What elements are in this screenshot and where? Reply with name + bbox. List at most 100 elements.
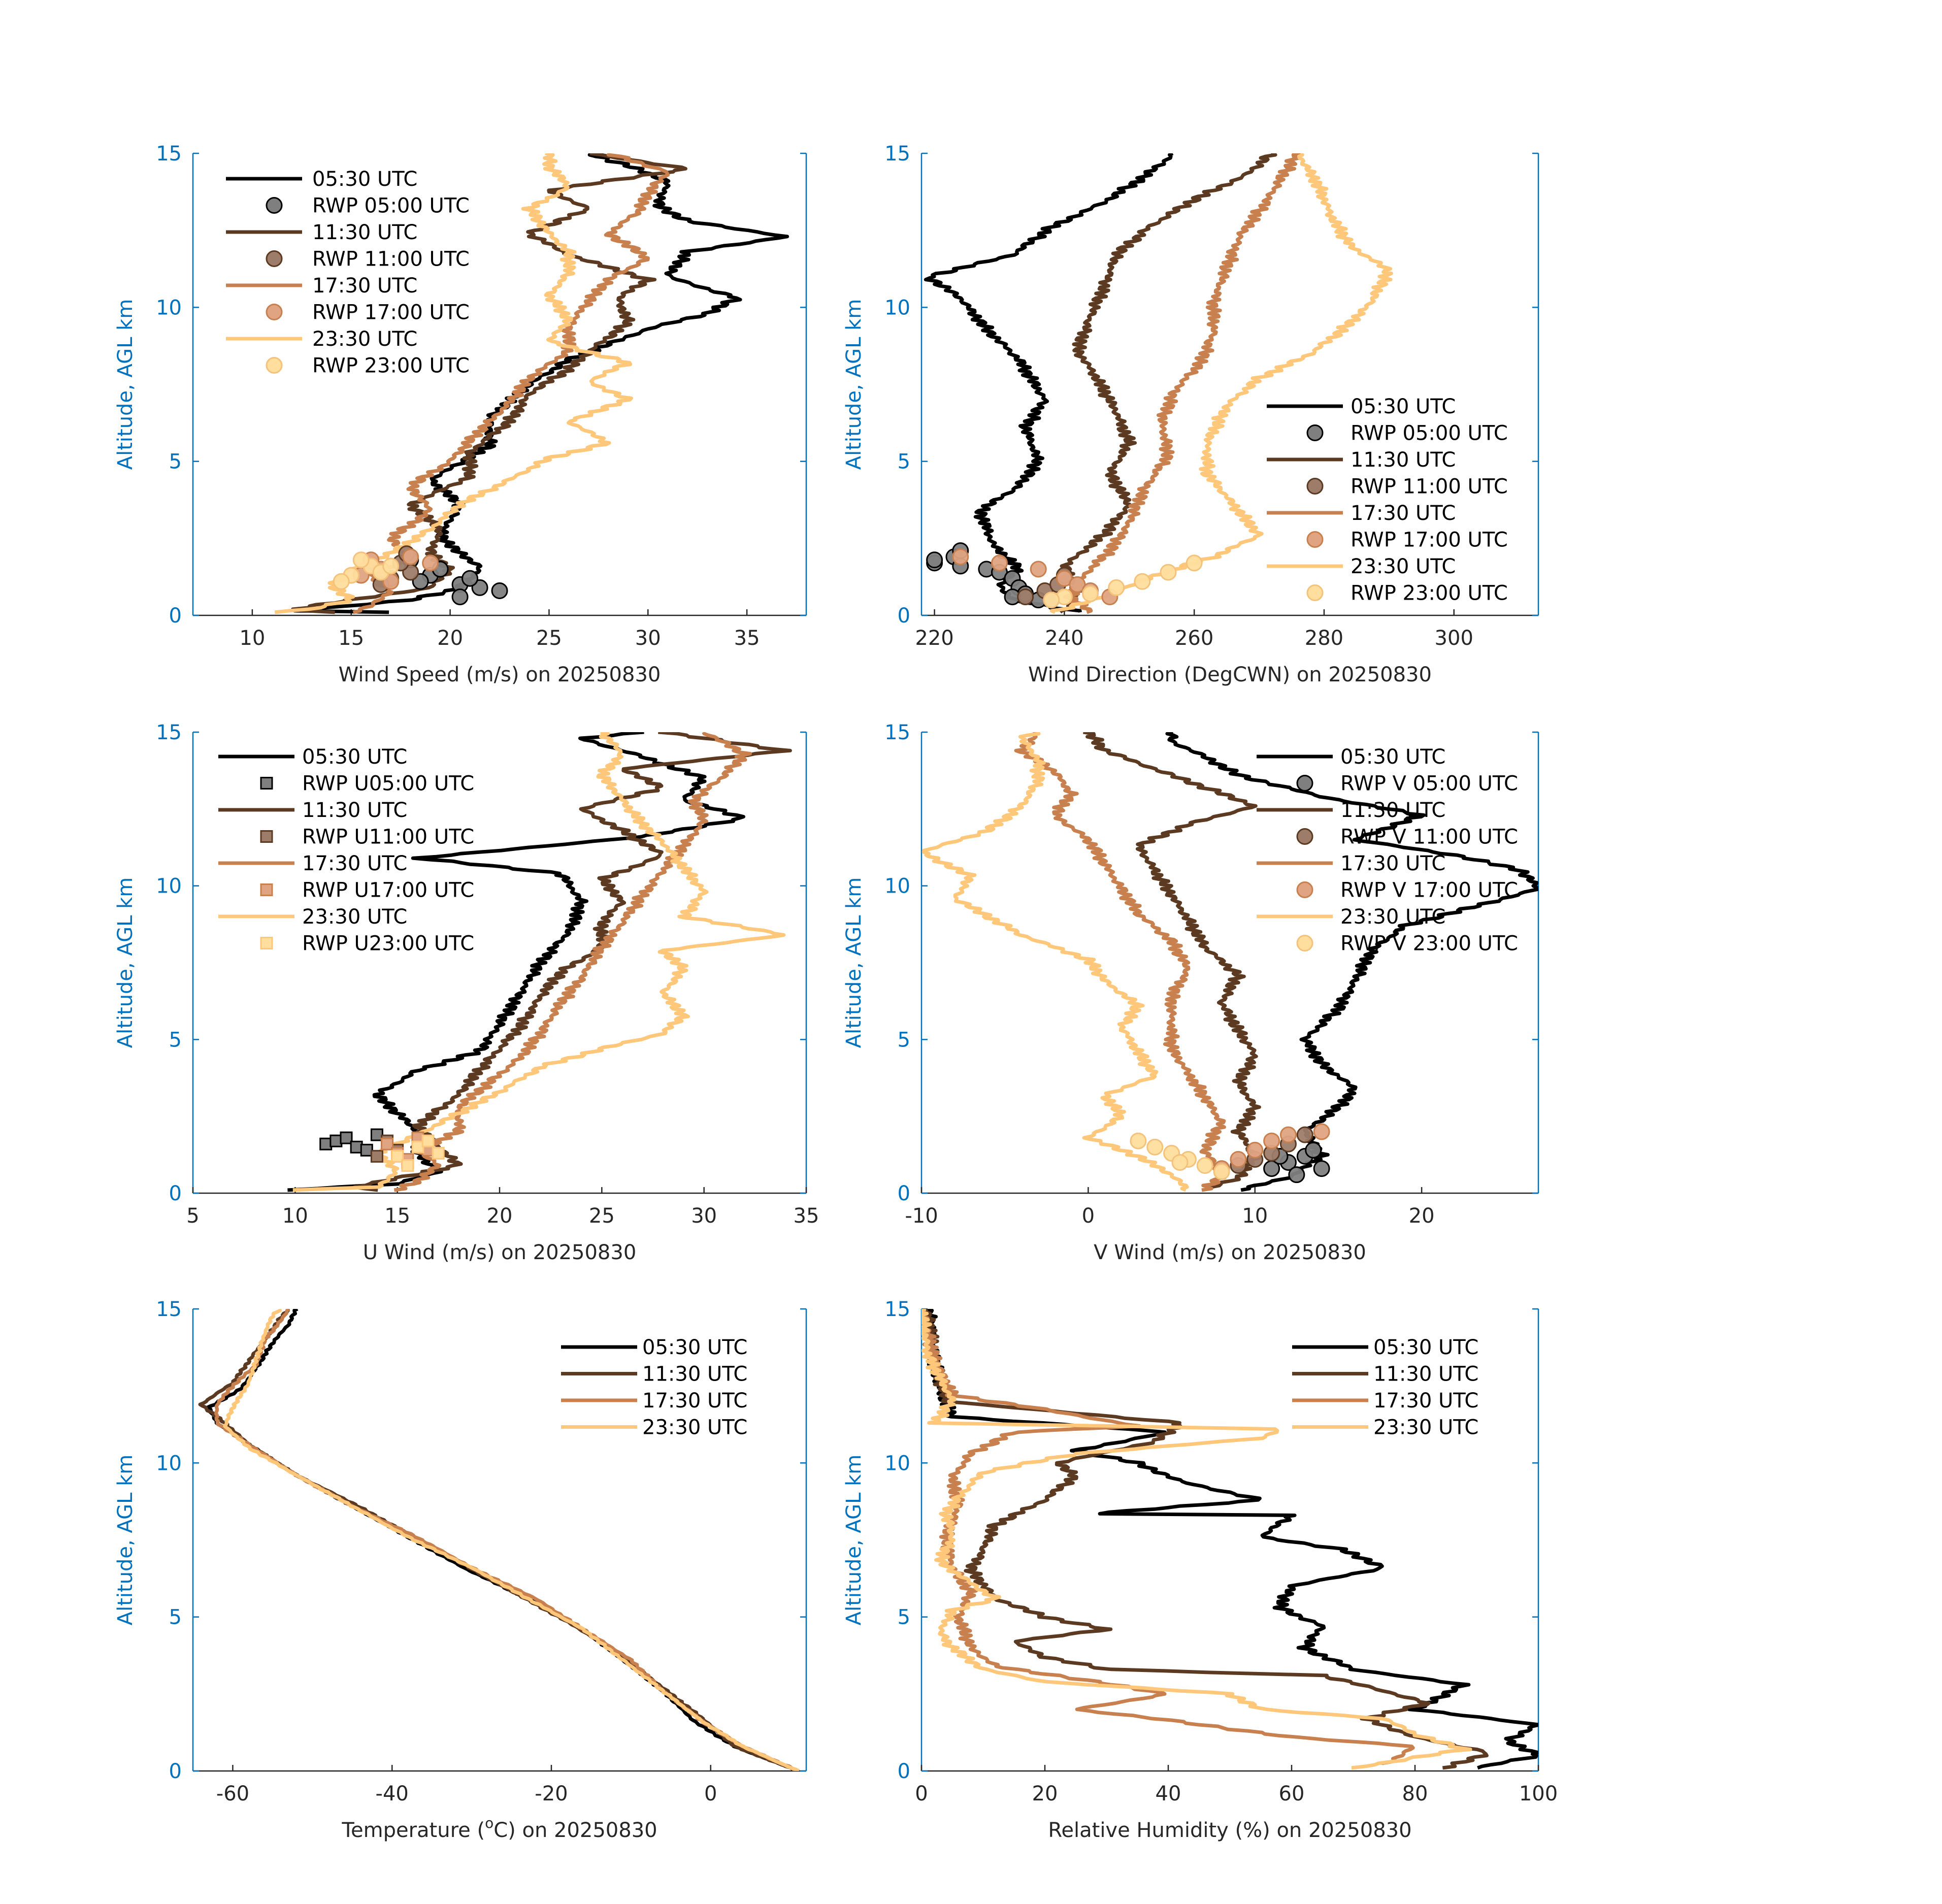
legend-label: 23:30 UTC: [1340, 905, 1445, 929]
x-axis-label: Wind Speed (m/s) on 20250830: [339, 663, 661, 686]
x-tick-label: 100: [1519, 1782, 1558, 1805]
x-tick-label: 240: [1045, 627, 1083, 650]
x-tick-label: 25: [536, 627, 562, 650]
x-axis-label: Relative Humidity (%) on 20250830: [1048, 1819, 1411, 1842]
series-line: [393, 732, 752, 1192]
legend-marker: [260, 937, 273, 949]
x-tick-label: 15: [384, 1204, 410, 1228]
legend-marker: [266, 357, 283, 374]
plot-area: [921, 732, 1538, 1192]
panel-rh: 0 20 40 60 80 100 0 5 10 15 Relative Humidity (%) …: [842, 1298, 1558, 1842]
legend-label: RWP V 23:00 UTC: [1340, 932, 1518, 956]
legend-marker: [1306, 424, 1324, 441]
x-tick-label: -10: [905, 1204, 938, 1228]
y-tick-label: 5: [898, 1028, 910, 1052]
series-line: [352, 732, 792, 1192]
x-tick-label: 35: [794, 1204, 819, 1228]
y-tick-label: 5: [898, 450, 910, 474]
y-tick-label: 15: [156, 721, 182, 744]
legend-label: 05:30 UTC: [1373, 1336, 1478, 1359]
scatter-point: [1146, 1138, 1164, 1156]
scatter-point: [333, 573, 350, 590]
series-line: [921, 732, 1189, 1192]
scatter-point: [926, 551, 943, 569]
y-tick-label: 10: [884, 875, 910, 898]
panel-speed: 10 15 20 25 30 35 0 5 10 15 Wind Speed (m/s) on 20…: [114, 142, 807, 686]
x-axis-label: Temperature (oC) on 20250830: [341, 1815, 657, 1842]
legend-marker: [1296, 828, 1313, 845]
scatter-point: [370, 1150, 383, 1163]
scatter-point: [402, 548, 419, 566]
scatter-point: [1082, 585, 1099, 603]
scatter-point: [1196, 1157, 1213, 1174]
y-tick-label: 10: [884, 1452, 910, 1475]
y-tick-label: 0: [169, 1760, 182, 1783]
panel-direction: 220 240 260 280 300 0 5 10 15 Wind Direction (Deg…: [842, 142, 1539, 686]
series-line: [223, 1309, 800, 1771]
scatter-point: [382, 557, 400, 575]
legend-label: 05:30 UTC: [1340, 745, 1445, 769]
x-tick-label: 80: [1402, 1782, 1428, 1805]
scatter-point: [1160, 564, 1177, 581]
x-tick-label: -40: [376, 1782, 409, 1805]
x-tick-label: 35: [734, 627, 760, 650]
y-tick-label: 10: [156, 1452, 182, 1475]
legend-label: 17:30 UTC: [1351, 502, 1456, 525]
scatter-point: [1017, 588, 1034, 606]
series-line: [1049, 153, 1393, 614]
legend-label: RWP V 11:00 UTC: [1340, 826, 1518, 849]
y-tick-label: 15: [884, 142, 910, 166]
legend-label: 05:30 UTC: [1351, 395, 1456, 418]
y-axis-label: Altitude, AGL km: [114, 877, 137, 1048]
scatter-point: [1186, 554, 1203, 572]
y-tick-label: 0: [169, 604, 182, 628]
x-tick-label: 20: [1409, 1204, 1435, 1228]
y-axis-label: Altitude, AGL km: [114, 1455, 137, 1626]
legend-marker: [266, 250, 283, 267]
legend-label: 17:30 UTC: [1373, 1389, 1478, 1413]
legend-label: RWP U23:00 UTC: [302, 932, 474, 956]
legend-label: RWP U17:00 UTC: [302, 879, 474, 902]
series-line: [274, 153, 633, 614]
y-tick-label: 10: [156, 296, 182, 319]
scatter-point: [491, 582, 508, 599]
legend-label: 11:30 UTC: [302, 799, 407, 822]
y-axis-label: Altitude, AGL km: [842, 877, 866, 1048]
scatter-point: [1305, 1141, 1322, 1159]
legend-marker: [1296, 935, 1313, 951]
scatter-point: [1279, 1126, 1297, 1143]
y-tick-label: 15: [884, 721, 910, 744]
legend-label: 17:30 UTC: [302, 852, 407, 875]
legend-label: 05:30 UTC: [642, 1336, 747, 1359]
x-axis-label: Wind Direction (DegCWN) on 20250830: [1028, 663, 1432, 686]
legend-marker: [1296, 881, 1313, 898]
series-line: [1014, 732, 1227, 1192]
x-tick-label: 280: [1305, 627, 1343, 650]
scatter-point: [391, 1150, 404, 1163]
scatter-point: [1043, 592, 1060, 609]
series-line: [292, 732, 786, 1192]
scatter-point: [1108, 579, 1125, 596]
legend-label: 11:30 UTC: [1373, 1363, 1478, 1386]
legend-marker: [1306, 531, 1324, 548]
scatter-point: [1030, 561, 1047, 578]
x-tick-label: 30: [691, 1204, 717, 1228]
x-tick-label: 220: [915, 627, 953, 650]
scatter-point: [1296, 1126, 1313, 1143]
scatter-point: [1246, 1141, 1264, 1159]
x-tick-label: 10: [239, 627, 265, 650]
x-tick-label: 30: [635, 627, 661, 650]
legend-label: 11:30 UTC: [1340, 799, 1445, 822]
y-tick-label: 5: [169, 1606, 182, 1629]
x-tick-label: -20: [535, 1782, 568, 1805]
x-tick-label: 0: [1082, 1204, 1095, 1228]
legend-label: RWP 05:00 UTC: [312, 194, 470, 218]
scatter-point: [1213, 1163, 1230, 1180]
legend: 05:30 UTC 11:30 UTC 17:30 UTC 23:30 UTC: [561, 1336, 747, 1439]
y-axis-label: Altitude, AGL km: [842, 1455, 866, 1626]
y-tick-label: 0: [169, 1182, 182, 1205]
y-tick-label: 15: [156, 142, 182, 166]
legend-label: RWP V 17:00 UTC: [1340, 879, 1518, 902]
legend-label: RWP 17:00 UTC: [1351, 529, 1508, 552]
y-tick-label: 15: [156, 1298, 182, 1321]
